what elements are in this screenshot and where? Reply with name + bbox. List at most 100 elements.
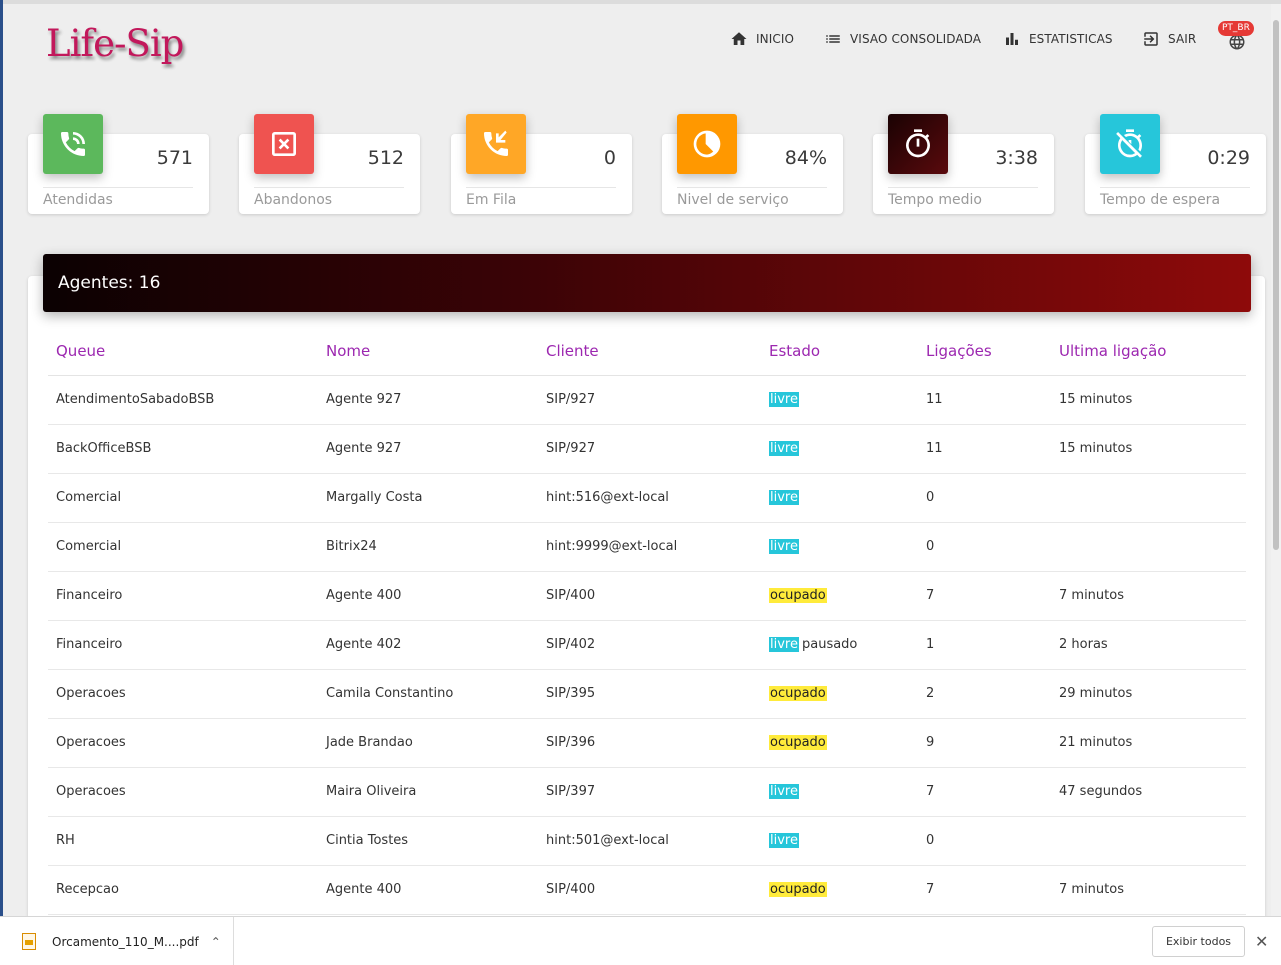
- card-divider: [677, 187, 827, 188]
- cell-queue: Operacoes: [48, 767, 318, 817]
- table-row: BackOfficeBSB Agente 927 SIP/927 livre 11 15 …: [48, 424, 1246, 474]
- pdf-file-icon: [22, 933, 36, 950]
- table-header-row: Queue Nome Cliente Estado Ligações Ultim…: [48, 327, 1246, 376]
- stat-value: 571: [156, 147, 193, 169]
- stat-label: Em Fila: [466, 192, 517, 208]
- stat-value: 512: [367, 147, 404, 169]
- cell-ligacoes: 0: [918, 816, 1051, 866]
- status-badge: livre: [769, 637, 799, 652]
- download-bar: Orcamento_110_M....pdf ⌃ Exibir todos ✕: [0, 916, 1281, 965]
- nav-visao-consolidada[interactable]: VISAO CONSOLIDADA: [824, 28, 981, 50]
- cell-queue: RH: [48, 816, 318, 866]
- cell-estado: livre: [761, 816, 918, 866]
- window-top-edge: [0, 0, 1281, 4]
- table-row: Recepcao Agente 400 SIP/400 ocupado 7 7 minut…: [48, 865, 1246, 915]
- cell-cliente: SIP/396: [538, 718, 761, 768]
- stat-label: Nivel de serviço: [677, 192, 789, 208]
- cell-ligacoes: 0: [918, 522, 1051, 572]
- cell-cliente: SIP/397: [538, 767, 761, 817]
- nav-inicio[interactable]: INICIO: [730, 28, 794, 50]
- status-badge: livre: [769, 392, 799, 407]
- cell-cliente: SIP/400: [538, 865, 761, 915]
- cell-cliente: SIP/395: [538, 669, 761, 719]
- agents-table: Queue Nome Cliente Estado Ligações Ultim…: [48, 327, 1246, 915]
- cell-estado: livre: [761, 424, 918, 474]
- cell-cliente: SIP/400: [538, 571, 761, 621]
- cell-queue: Recepcao: [48, 865, 318, 915]
- status-badge: livre: [769, 833, 799, 848]
- cell-ultima-ligacao: 2 horas: [1051, 620, 1246, 670]
- cell-nome: Agente 400: [318, 865, 538, 915]
- nav-label: ESTATISTICAS: [1029, 32, 1113, 46]
- stat-card-atendidas: 571 Atendidas: [28, 114, 209, 214]
- stat-label: Tempo de espera: [1100, 192, 1221, 208]
- stat-card-em-fila: 0 Em Fila: [451, 114, 632, 214]
- cell-ultima-ligacao: 7 minutos: [1051, 571, 1246, 621]
- cell-queue: Financeiro: [48, 620, 318, 670]
- pie-icon: [677, 114, 737, 174]
- cell-ligacoes: 9: [918, 718, 1051, 768]
- cell-ultima-ligacao: 7 minutos: [1051, 865, 1246, 915]
- logo[interactable]: Life-Sip: [46, 22, 184, 65]
- cell-cliente: SIP/402: [538, 620, 761, 670]
- status-badge: ocupado: [769, 686, 827, 701]
- stat-card-abandonos: 512 Abandonos: [239, 114, 420, 214]
- cell-estado: livre: [761, 375, 918, 425]
- nav-estatisticas[interactable]: ESTATISTICAS: [1003, 28, 1113, 50]
- cell-estado: livre: [761, 767, 918, 817]
- close-icon[interactable]: ✕: [1255, 932, 1269, 951]
- cell-ultima-ligacao: 15 minutos: [1051, 375, 1246, 425]
- page-scrollbar-thumb[interactable]: [1273, 20, 1279, 550]
- cell-queue: Operacoes: [48, 718, 318, 768]
- column-header-queue[interactable]: Queue: [48, 327, 318, 376]
- cell-nome: Agente 927: [318, 375, 538, 425]
- chevron-up-icon[interactable]: ⌃: [210, 934, 221, 949]
- table-row: Operacoes Maira Oliveira SIP/397 livre 7 47 s…: [48, 767, 1246, 817]
- nav-sair[interactable]: SAIR: [1142, 28, 1196, 50]
- card-divider: [43, 187, 193, 188]
- cell-ligacoes: 7: [918, 767, 1051, 817]
- cell-cliente: hint:9999@ext-local: [538, 522, 761, 572]
- cell-queue: Operacoes: [48, 669, 318, 719]
- nav-label: SAIR: [1168, 32, 1197, 46]
- card-divider: [888, 187, 1038, 188]
- cell-queue: AtendimentoSabadoBSB: [48, 375, 318, 425]
- column-header-estado[interactable]: Estado: [761, 327, 918, 376]
- top-nav: INICIO VISAO CONSOLIDADA ESTATISTICAS SA…: [0, 28, 1281, 50]
- phone-incoming-icon: [466, 114, 526, 174]
- status-badge: ocupado: [769, 735, 827, 750]
- table-row: AtendimentoSabadoBSB Agente 927 SIP/927 liv…: [48, 375, 1246, 425]
- cell-ultima-ligacao: [1051, 816, 1246, 866]
- download-item[interactable]: Orcamento_110_M....pdf ⌃: [22, 917, 234, 965]
- cell-nome: Agente 927: [318, 424, 538, 474]
- cell-ultima-ligacao: [1051, 473, 1246, 523]
- cell-estado: livre pausado: [761, 620, 918, 670]
- cell-ligacoes: 1: [918, 620, 1051, 670]
- timer-off-icon: [1100, 114, 1160, 174]
- cell-estado: ocupado: [761, 865, 918, 915]
- status-badge: ocupado: [769, 882, 827, 897]
- cell-cliente: hint:501@ext-local: [538, 816, 761, 866]
- stat-card-nivel-servico: 84% Nivel de serviço: [662, 114, 843, 214]
- exit-icon: [1144, 32, 1158, 46]
- column-header-ligacoes[interactable]: Ligações: [918, 327, 1051, 376]
- card-divider: [1100, 187, 1250, 188]
- cell-ultima-ligacao: 15 minutos: [1051, 424, 1246, 474]
- column-header-cliente[interactable]: Cliente: [538, 327, 761, 376]
- language-selector[interactable]: PT_BR: [1216, 21, 1256, 51]
- window-left-edge: [0, 0, 3, 965]
- stat-label: Tempo medio: [888, 192, 982, 208]
- show-all-button[interactable]: Exibir todos: [1152, 926, 1245, 957]
- card-divider: [466, 187, 616, 188]
- column-header-ultima-ligacao[interactable]: Ultima ligação: [1051, 327, 1246, 376]
- cell-nome: Agente 402: [318, 620, 538, 670]
- phone-in-talk-icon: [43, 114, 103, 174]
- column-header-nome[interactable]: Nome: [318, 327, 538, 376]
- cell-ligacoes: 7: [918, 571, 1051, 621]
- cell-cliente: SIP/927: [538, 375, 761, 425]
- stat-value: 0: [603, 147, 616, 169]
- table-row: Operacoes Jade Brandao SIP/396 ocupado 9 21 m…: [48, 718, 1246, 768]
- cell-ultima-ligacao: 21 minutos: [1051, 718, 1246, 768]
- table-row: RH Cintia Tostes hint:501@ext-local livre 0: [48, 816, 1246, 866]
- table-row: Financeiro Agente 400 SIP/400 ocupado 7 7 min…: [48, 571, 1246, 621]
